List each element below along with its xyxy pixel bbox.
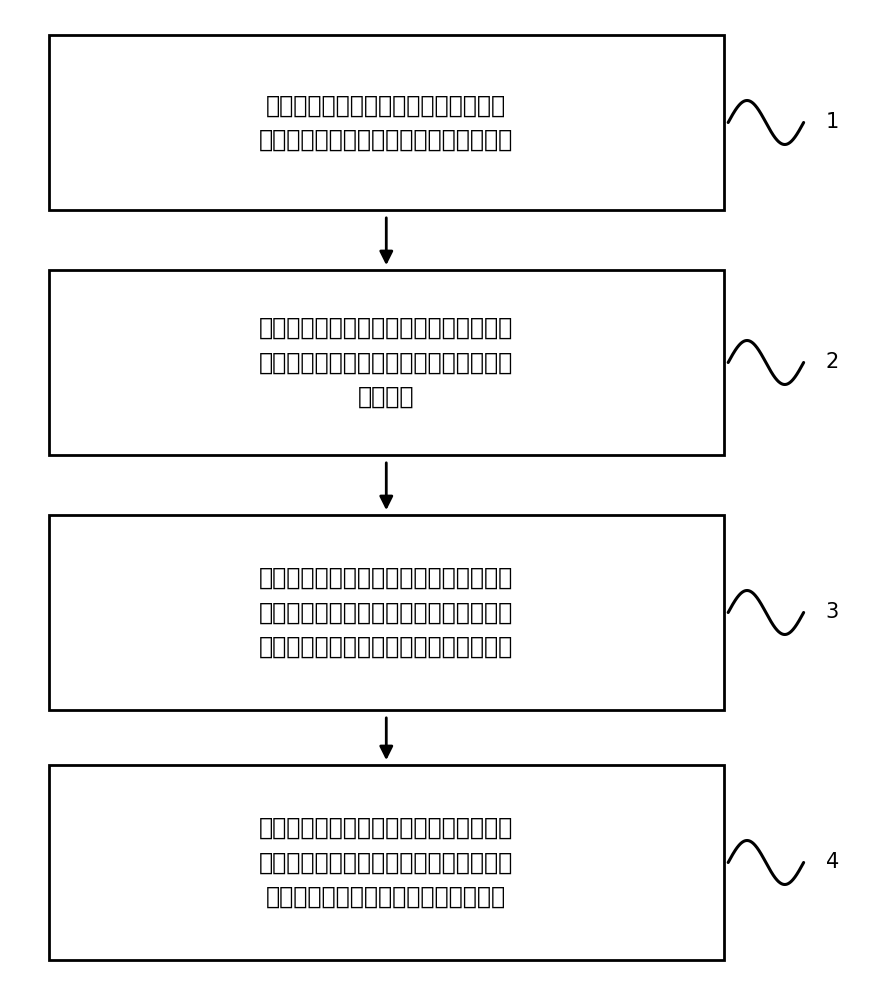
Text: 解调原子磁强计信号并取其直流分量，得
到横向剩磁，施加横向补偿磁场将剩磁补
偿至零。: 解调原子磁强计信号并取其直流分量，得 到横向剩磁，施加横向补偿磁场将剩磁补 偿至…	[259, 316, 513, 409]
Text: 施加静磁场、调制磁场、抽运光、检测
光，使得原子磁强计工作在磁共振状态。: 施加静磁场、调制磁场、抽运光、检测 光，使得原子磁强计工作在磁共振状态。	[259, 93, 513, 152]
Text: 1: 1	[826, 112, 839, 132]
Text: 测量横向磁场补偿至零所需的补偿磁场值
随检测光强的变化，绘制一条直线，其在
纵轴上的截距即为屏蔽桶内的横向剩磁。: 测量横向磁场补偿至零所需的补偿磁场值 随检测光强的变化，绘制一条直线，其在 纵轴…	[259, 566, 513, 659]
Text: 2: 2	[826, 352, 839, 372]
Bar	[49, 35, 724, 210]
Text: 4: 4	[826, 852, 839, 872]
Bar	[49, 765, 724, 960]
Bar	[49, 270, 724, 455]
Bar	[49, 515, 724, 710]
Text: 利用磁场扫频的方法测量电子共振频率，
并测量静磁场方向和抽运光左右旋同时翻
转后共振频率的变化，解算纵向剩磁。: 利用磁场扫频的方法测量电子共振频率， 并测量静磁场方向和抽运光左右旋同时翻 转后…	[259, 816, 513, 909]
Text: 3: 3	[826, 602, 839, 622]
